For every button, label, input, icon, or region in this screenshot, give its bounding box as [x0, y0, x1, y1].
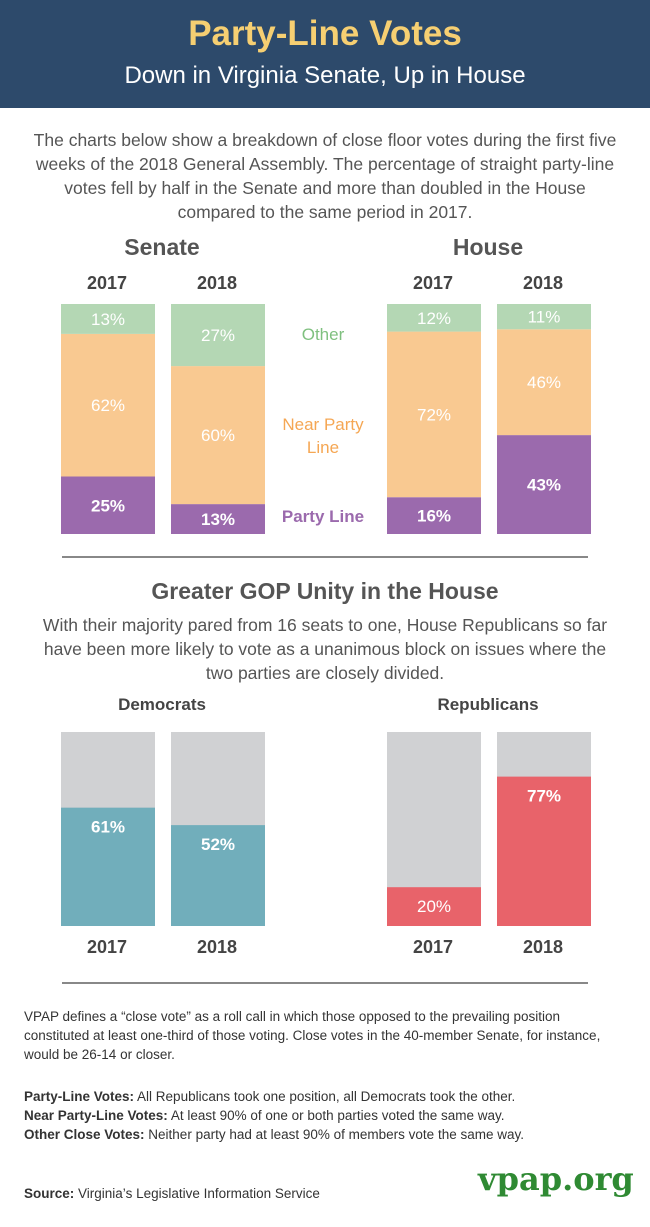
- page-subtitle: Down in Virginia Senate, Up in House: [124, 62, 526, 89]
- senate-2017-other-label: 13%: [91, 310, 125, 329]
- house-2017-party-line-bar: [387, 497, 481, 534]
- legend-other: Other: [301, 325, 345, 344]
- democrats-2018-bar: [171, 825, 265, 926]
- dem-year-2017: 2017: [86, 937, 128, 957]
- legend-party: Party Line: [281, 507, 365, 526]
- senate-2018-party-line-label: 13%: [201, 510, 235, 529]
- house-2017-other-bar: [387, 304, 481, 332]
- vpap-logo: vpap.org: [478, 1160, 634, 1198]
- legend-near-label: Near Party Line: [282, 415, 364, 457]
- house-2018-other-label: 11%: [528, 308, 561, 327]
- house-2017-near-party-line-label: 72%: [417, 405, 451, 424]
- close-vote-definition: VPAP defines a “close vote” as a roll ca…: [24, 1009, 601, 1062]
- footnote-party-line: Party-Line Votes: All Republicans took o…: [24, 1087, 624, 1106]
- house-2018-party-line-label: 43%: [527, 476, 561, 495]
- footnote-other: Other Close Votes: Neither party had at …: [24, 1125, 624, 1144]
- footnote-party-line-text: All Republicans took one position, all D…: [137, 1089, 516, 1104]
- senate-2018-party-line-bar: [171, 504, 265, 534]
- house-year-2018: 2018: [522, 273, 564, 293]
- republicans-2018-bar: [497, 776, 591, 926]
- page-title: Party-Line Votes: [188, 14, 462, 53]
- house-2018-near-party-line-bar: [497, 329, 591, 436]
- legend-near: Near Party Line: [262, 413, 384, 459]
- section2-text: With their majority pared from 16 seats …: [42, 615, 608, 683]
- democrats-2017-bar: [61, 807, 155, 926]
- house-2017-other-label: 12%: [417, 309, 451, 328]
- section2-title: Greater GOP Unity in the House: [151, 578, 499, 604]
- divider-1: [62, 556, 588, 558]
- footnote-other-label: Other Close Votes:: [24, 1127, 145, 1142]
- divider-2: [62, 982, 588, 984]
- senate-chart-title: Senate: [124, 234, 200, 260]
- header-banner: Party-Line Votes Down in Virginia Senate…: [0, 0, 650, 108]
- footnote-party-line-label: Party-Line Votes:: [24, 1089, 135, 1104]
- footnote-near: Near Party-Line Votes: At least 90% of o…: [24, 1106, 624, 1125]
- senate-year-2018: 2018: [196, 273, 238, 293]
- source-line: Source: Virginia’s Legislative Informati…: [24, 1184, 444, 1203]
- house-2018-party-line-bar: [497, 435, 591, 534]
- senate-2017-party-line-label: 25%: [91, 496, 125, 515]
- house-2017-near-party-line-bar: [387, 331, 481, 498]
- source-label: Source:: [24, 1186, 75, 1201]
- house-chart-title: House: [452, 234, 524, 260]
- footnote-near-label: Near Party-Line Votes:: [24, 1108, 168, 1123]
- republicans-2018-label: 77%: [527, 787, 561, 806]
- house-2018-near-party-line-label: 46%: [527, 373, 561, 392]
- democrats-2018-label: 52%: [201, 835, 235, 854]
- footnote-other-text: Neither party had at least 90% of member…: [148, 1127, 524, 1142]
- democrats-title: Democrats: [118, 695, 206, 714]
- republicans-title: Republicans: [437, 695, 539, 714]
- democrats-2017-label: 61%: [91, 818, 125, 837]
- intro-text: The charts below show a breakdown of clo…: [33, 130, 617, 222]
- senate-2017-near-party-line-label: 62%: [91, 396, 125, 415]
- republicans-2017-label: 20%: [417, 897, 451, 916]
- dem-year-2018: 2018: [196, 937, 238, 957]
- republicans-2017-bar: [387, 887, 481, 926]
- senate-2017-other-bar: [61, 304, 155, 334]
- senate-2018-other-bar: [171, 304, 265, 367]
- house-2018-other-bar: [497, 304, 591, 330]
- rep-year-2017: 2017: [412, 937, 454, 957]
- source-text: Virginia’s Legislative Information Servi…: [78, 1186, 320, 1201]
- house-year-2017: 2017: [412, 273, 454, 293]
- senate-2018-other-label: 27%: [201, 326, 235, 345]
- senate-2018-near-party-line-bar: [171, 366, 265, 505]
- footnote-near-text: At least 90% of one or both parties vote…: [170, 1108, 505, 1123]
- house-2017-party-line-label: 16%: [417, 507, 451, 526]
- rep-year-2018: 2018: [522, 937, 564, 957]
- senate-2017-near-party-line-bar: [61, 333, 155, 477]
- senate-2017-party-line-bar: [61, 476, 155, 534]
- senate-2018-near-party-line-label: 60%: [201, 426, 235, 445]
- senate-year-2017: 2017: [86, 273, 128, 293]
